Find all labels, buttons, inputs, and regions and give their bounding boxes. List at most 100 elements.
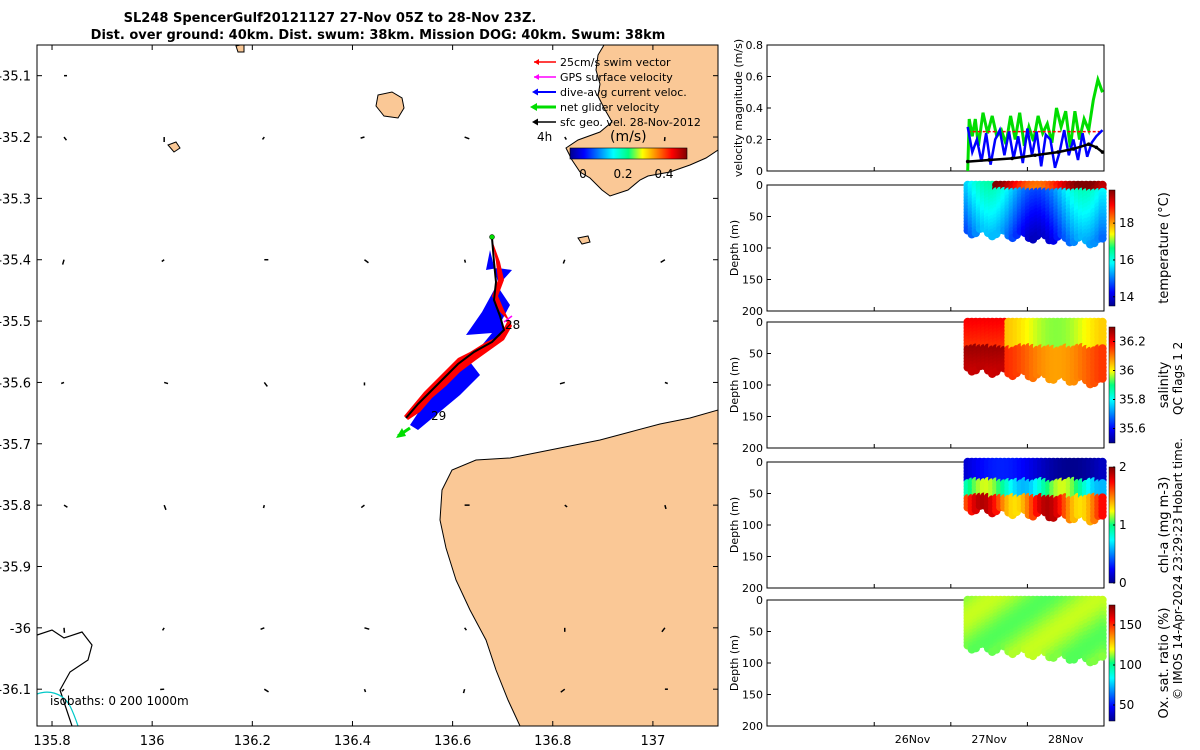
velocity-point bbox=[1094, 145, 1099, 150]
glider-track bbox=[396, 234, 513, 438]
surface-vector bbox=[660, 259, 666, 264]
net-glider-velocity-head bbox=[396, 428, 406, 438]
depth-ytick-label: 100 bbox=[742, 242, 763, 255]
depth-ytick-label: 0 bbox=[756, 179, 763, 192]
legend-entry-current: dive-avg current veloc. bbox=[532, 86, 687, 99]
map-xtick-label: 136.2 bbox=[234, 734, 271, 749]
surface-vector bbox=[163, 381, 169, 385]
heatmap-cell bbox=[1098, 374, 1107, 383]
surface-vector bbox=[61, 688, 65, 692]
depth-ylabel: Depth (m) bbox=[728, 357, 741, 413]
figure-title: SL248 SpencerGulf20121127 27-Nov 05Z to … bbox=[124, 11, 537, 26]
surface-vector bbox=[61, 259, 65, 265]
surface-vector bbox=[260, 627, 265, 630]
depth-ytick-label: 150 bbox=[742, 689, 763, 702]
time-tick-label: 27Nov bbox=[971, 733, 1007, 746]
velocity-series-line bbox=[966, 74, 1104, 172]
surface-vector bbox=[364, 259, 369, 264]
surface-vector bbox=[564, 504, 568, 508]
colorbar-label: Ox. sat. ratio (%) bbox=[1157, 608, 1172, 719]
heatmap-cell bbox=[1098, 652, 1107, 661]
surface-vector bbox=[263, 381, 268, 387]
velocity-ytick-label: 0.6 bbox=[746, 71, 764, 84]
surface-vector bbox=[360, 136, 365, 139]
colorbar-tick-label: 0 bbox=[1119, 576, 1127, 590]
colorbar-tick-label: 1 bbox=[1119, 518, 1127, 532]
depth-ytick-label: 200 bbox=[742, 305, 763, 318]
coast-southwest bbox=[37, 629, 93, 726]
surface-vector-grid bbox=[60, 74, 668, 694]
surface-vector bbox=[63, 136, 68, 141]
oxygen-panel: 0 50 100 150 200 Depth (m) 50 100 150 Ox. sat. ra… bbox=[728, 594, 1172, 733]
map-xtick-label: 136 bbox=[140, 734, 165, 749]
legend-entry-gps: GPS surface velocity bbox=[534, 71, 673, 84]
colorbar-tick-label: 16 bbox=[1119, 253, 1134, 267]
legend-entry-swim: 25cm/s swim vector bbox=[534, 56, 671, 69]
surface-vector bbox=[664, 381, 668, 385]
map-xtick-label: 135.8 bbox=[33, 734, 70, 749]
arrow-left-icon bbox=[534, 59, 539, 65]
surface-vector bbox=[63, 504, 68, 508]
colorbar-label: salinity bbox=[1157, 361, 1172, 408]
surface-vector bbox=[661, 627, 666, 633]
land-island-3 bbox=[577, 235, 591, 245]
surface-vector bbox=[163, 504, 167, 511]
salinity-panel: 0 50 100 150 200 Depth (m) 35.6 35.8 36 36.2 salin… bbox=[728, 316, 1172, 455]
surface-vector bbox=[464, 136, 470, 140]
map-ticks: 135.8 136 136.2 136.4 136.6 136.8 137 -35.1 -35.… bbox=[0, 45, 718, 749]
velocity-point bbox=[987, 158, 991, 162]
land-island-1 bbox=[375, 91, 405, 119]
surface-vector bbox=[262, 504, 266, 509]
depth-ytick-label: 150 bbox=[742, 274, 763, 287]
surface-vector bbox=[161, 627, 165, 631]
map-legend: 25cm/s swim vector GPS surface velocity … bbox=[530, 56, 701, 181]
map-ytick-label: -35.2 bbox=[0, 131, 31, 146]
arrow-left-icon bbox=[530, 103, 537, 111]
temperature-panel: 0 50 100 150 200 Depth (m) 14 16 18 temperature (… bbox=[728, 179, 1172, 318]
land-south bbox=[439, 409, 718, 726]
isobaths-label: isobaths: 0 200 1000m bbox=[50, 694, 189, 708]
time-tick-label: 28Nov bbox=[1048, 733, 1084, 746]
surface-vector bbox=[564, 136, 567, 140]
land-island-2 bbox=[167, 141, 181, 153]
surface-vector bbox=[60, 381, 65, 385]
day-label-29: 29 bbox=[431, 409, 446, 423]
velocity-point bbox=[1010, 156, 1014, 161]
colorbar-tick-label: 36.2 bbox=[1119, 335, 1146, 349]
surface-vector bbox=[161, 259, 165, 263]
surface-vector bbox=[464, 627, 468, 631]
surface-vector bbox=[462, 688, 466, 694]
velocity-point bbox=[1086, 142, 1091, 147]
velocity-point bbox=[1033, 153, 1037, 158]
legend-current-label: dive-avg current veloc. bbox=[560, 86, 687, 99]
colorbar-tick-label: 2 bbox=[1119, 460, 1127, 474]
map-panel: 28 29 isobaths: 0 200 1000m 135.8 136 136.… bbox=[0, 44, 719, 749]
velocity-ylabel: velocity magnitude (m/s) bbox=[732, 39, 745, 177]
legend-net-label: net glider velocity bbox=[560, 101, 660, 114]
velocity-ytick-label: 0.4 bbox=[746, 102, 764, 115]
figure-subtitle: Dist. over ground: 40km. Dist. swum: 38k… bbox=[91, 28, 666, 43]
map-ytick-label: -35.8 bbox=[0, 499, 31, 514]
map-ytick-label: -35.3 bbox=[0, 192, 31, 207]
velocity-point bbox=[1071, 147, 1076, 151]
velocity-point bbox=[1056, 150, 1060, 154]
depth-ylabel: Depth (m) bbox=[728, 635, 741, 691]
colorbar-tick-label: 18 bbox=[1119, 216, 1134, 230]
depth-ytick-label: 100 bbox=[742, 379, 763, 392]
map-ytick-label: -36.1 bbox=[0, 683, 31, 698]
map-ytick-label: -35.4 bbox=[0, 254, 31, 269]
colorbar-tick-label: 50 bbox=[1119, 698, 1134, 712]
colorbar-label: chl-a (mg m-3) bbox=[1157, 477, 1172, 574]
depth-ytick-label: 0 bbox=[756, 316, 763, 329]
qc-flags-label: QC flags 1 2 bbox=[1171, 342, 1185, 415]
colorbar-tick-label: 36 bbox=[1119, 364, 1134, 378]
heatmap-cell bbox=[1098, 511, 1107, 520]
depth-ylabel: Depth (m) bbox=[728, 220, 741, 276]
surface-vector bbox=[363, 688, 367, 693]
surface-vector bbox=[261, 136, 265, 140]
map-ytick-label: -35.1 bbox=[0, 70, 31, 85]
map-ytick-label: -36 bbox=[10, 622, 31, 637]
colorbar-title: (m/s) bbox=[610, 129, 647, 145]
